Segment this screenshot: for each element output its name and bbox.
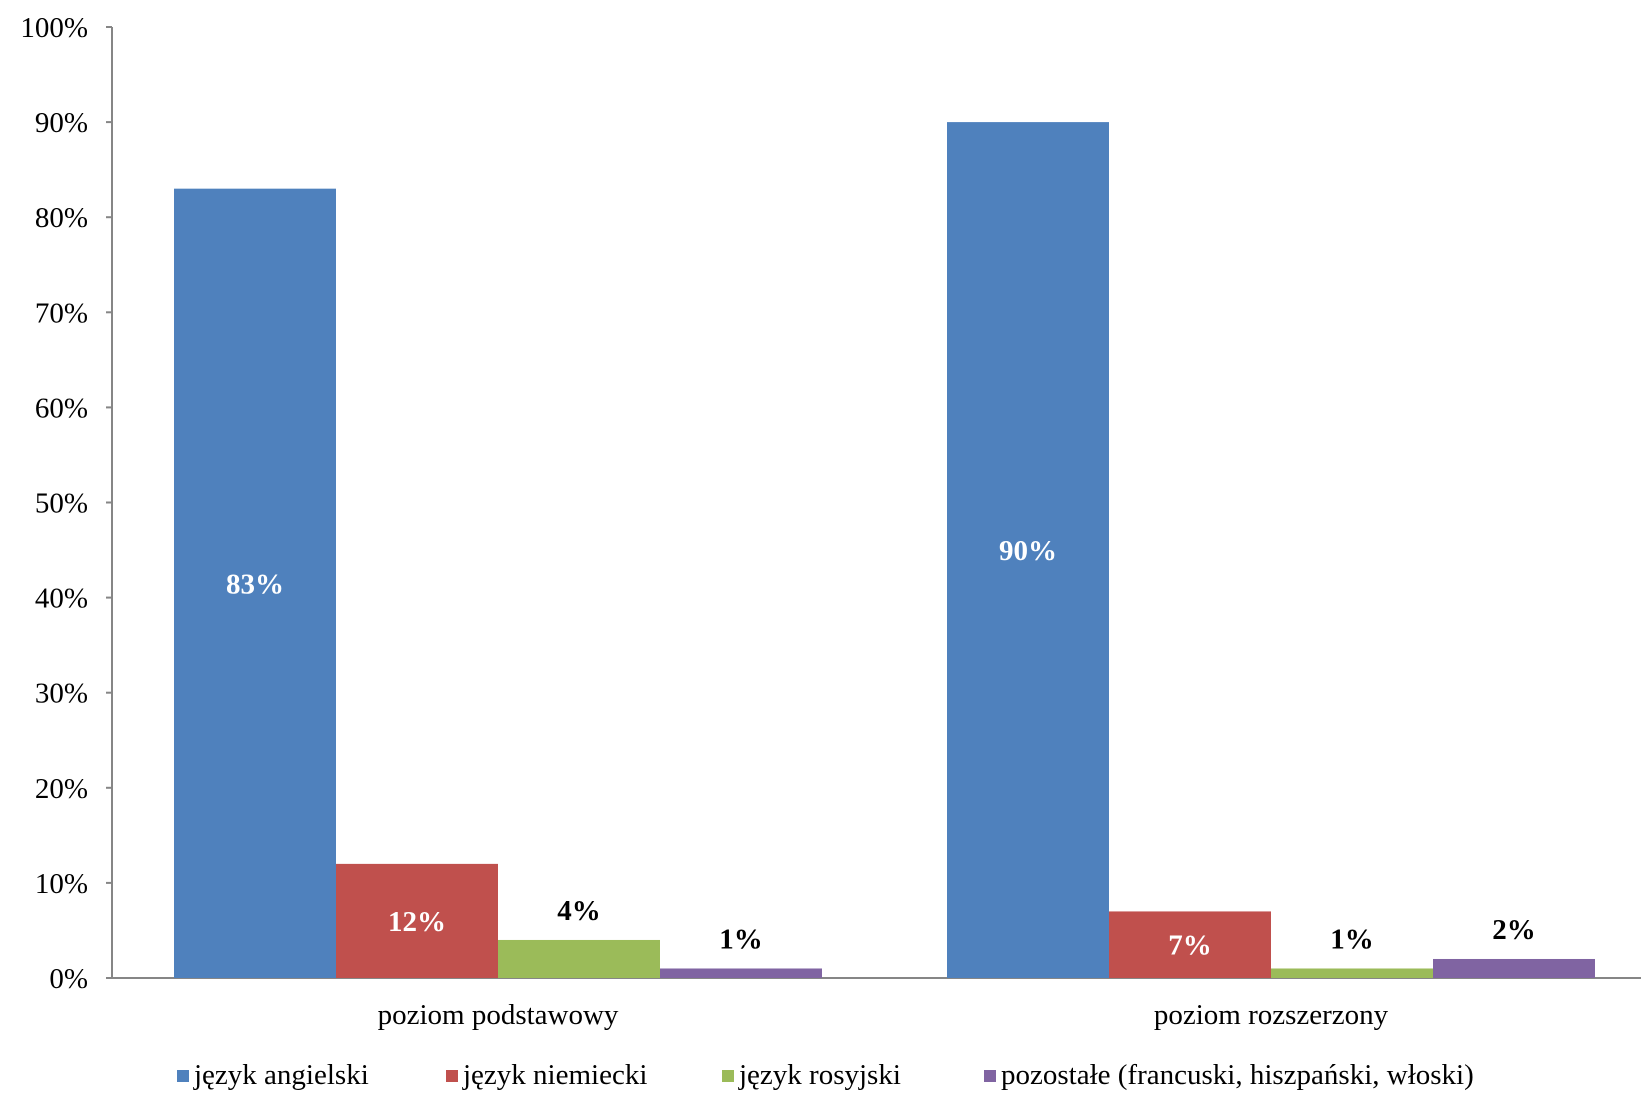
data-label: 1% — [1330, 923, 1374, 955]
legend-swatch — [446, 1070, 458, 1082]
category-labels: poziom podstawowy poziom rozszerzony — [378, 999, 1389, 1031]
data-label: 12% — [388, 906, 446, 938]
bar — [498, 939, 660, 978]
legend-item: pozostałe (francuski, hiszpański, włoski… — [984, 1059, 1474, 1091]
legend-swatch — [722, 1070, 734, 1082]
y-tick-label: 60% — [35, 392, 88, 424]
y-tick-label: 40% — [35, 583, 88, 615]
legend-swatch — [984, 1070, 996, 1082]
y-tick-label: 70% — [35, 297, 88, 329]
data-label: 2% — [1492, 914, 1536, 946]
bar — [947, 122, 1109, 979]
y-tick-label: 80% — [35, 202, 88, 234]
bar — [1271, 968, 1433, 978]
y-tick-label: 0% — [49, 963, 88, 995]
bar — [1109, 911, 1271, 978]
y-tick-label: 90% — [35, 107, 88, 139]
legend-item: język angielski — [177, 1059, 369, 1091]
y-tick-label: 20% — [35, 773, 88, 805]
legend: język angielski język niemiecki język rosy… — [177, 1059, 1474, 1091]
legend-swatch — [177, 1070, 189, 1082]
bar — [174, 188, 336, 979]
y-axis-ticks: 0% 10% 20% 30% 40% 50% 60% 70% 80% 90% 100% — [20, 12, 112, 995]
data-label: 90% — [999, 535, 1057, 567]
data-label: 1% — [719, 923, 763, 955]
data-label: 83% — [226, 568, 284, 600]
legend-label: język niemiecki — [462, 1059, 647, 1091]
legend-label: język rosyjski — [738, 1059, 901, 1091]
y-tick-label: 100% — [20, 12, 88, 44]
legend-label: pozostałe (francuski, hiszpański, włoski… — [1001, 1059, 1474, 1091]
data-labels: 83% 12% 4% 1% 90% 7% 1% 2% — [226, 535, 1536, 962]
y-tick-label: 10% — [35, 868, 88, 900]
bar — [660, 968, 822, 978]
legend-item: język niemiecki — [446, 1059, 647, 1091]
y-tick-label: 30% — [35, 678, 88, 710]
bar — [336, 863, 498, 978]
category-label: poziom rozszerzony — [1154, 999, 1389, 1031]
data-label: 4% — [557, 895, 601, 927]
legend-item: język rosyjski — [722, 1059, 901, 1091]
y-tick-label: 50% — [35, 488, 88, 520]
data-label: 7% — [1168, 930, 1212, 962]
category-label: poziom podstawowy — [378, 999, 619, 1031]
bar — [1433, 958, 1595, 978]
legend-label: język angielski — [193, 1059, 369, 1091]
bars — [174, 122, 1595, 979]
